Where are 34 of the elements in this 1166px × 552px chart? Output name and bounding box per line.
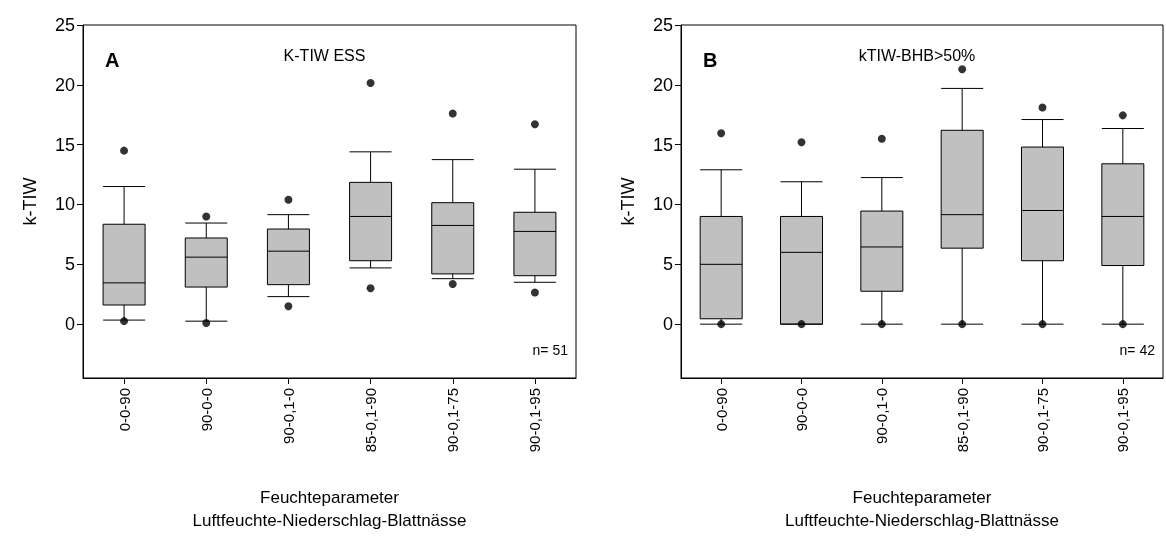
x-axis-title: Feuchteparameter Luftfeuchte-Niederschlag-Blattnässe (192, 488, 467, 530)
x-tick-label: 0-0-90 (712, 388, 730, 432)
x-tick-label: 90-0-0 (197, 388, 215, 432)
y-tick-label: 25 (652, 15, 673, 35)
x-axis-title: Feuchteparameter Luftfeuchte-Niederschlag-Blattnässe (784, 488, 1060, 530)
annotation: n= 51 (532, 342, 569, 358)
y-tick-label: 15 (54, 134, 75, 155)
y-tick-label: 20 (652, 74, 673, 95)
y-tick-label: 0 (64, 314, 75, 335)
x-tick-label: 85-0,1-90 (362, 388, 380, 453)
x-tick-label: 90-0,1-0 (873, 388, 891, 444)
text: K-TIW ESS (283, 46, 366, 64)
x-tick-label: 90-0,1-95 (526, 388, 544, 453)
y-tick-label: 10 (652, 194, 673, 215)
x-tick-label: 90-0,1-0 (279, 388, 297, 444)
x-tick-label: 90-0,1-95 (1114, 388, 1132, 453)
y-tick-label: 5 (64, 254, 75, 275)
x-tick-label: 90-0,1-75 (1034, 388, 1051, 453)
y-tick-label: 0 (662, 314, 673, 335)
y-tick-label: 5 (662, 254, 673, 275)
annotation: A (105, 49, 120, 71)
y-tick-label: 10 (54, 194, 75, 215)
x-tick-label: 90-0,1-75 (444, 388, 462, 453)
x-tick-label: 85-0,1-90 (953, 388, 971, 453)
y-tick-label: 25 (54, 15, 75, 35)
y-tick-label: 20 (54, 74, 75, 95)
y-axis-title: k-TIW (20, 177, 40, 226)
y-tick-label: 15 (652, 134, 673, 155)
x-tick-label: 0-0-90 (115, 388, 133, 432)
annotation: n= 42 (1119, 342, 1156, 358)
y-axis-title: k-TIW (618, 177, 638, 226)
x-tick-label: 90-0-0 (793, 388, 810, 432)
text: kTIW-BHB>50% (858, 46, 976, 64)
annotation: B (703, 49, 718, 71)
